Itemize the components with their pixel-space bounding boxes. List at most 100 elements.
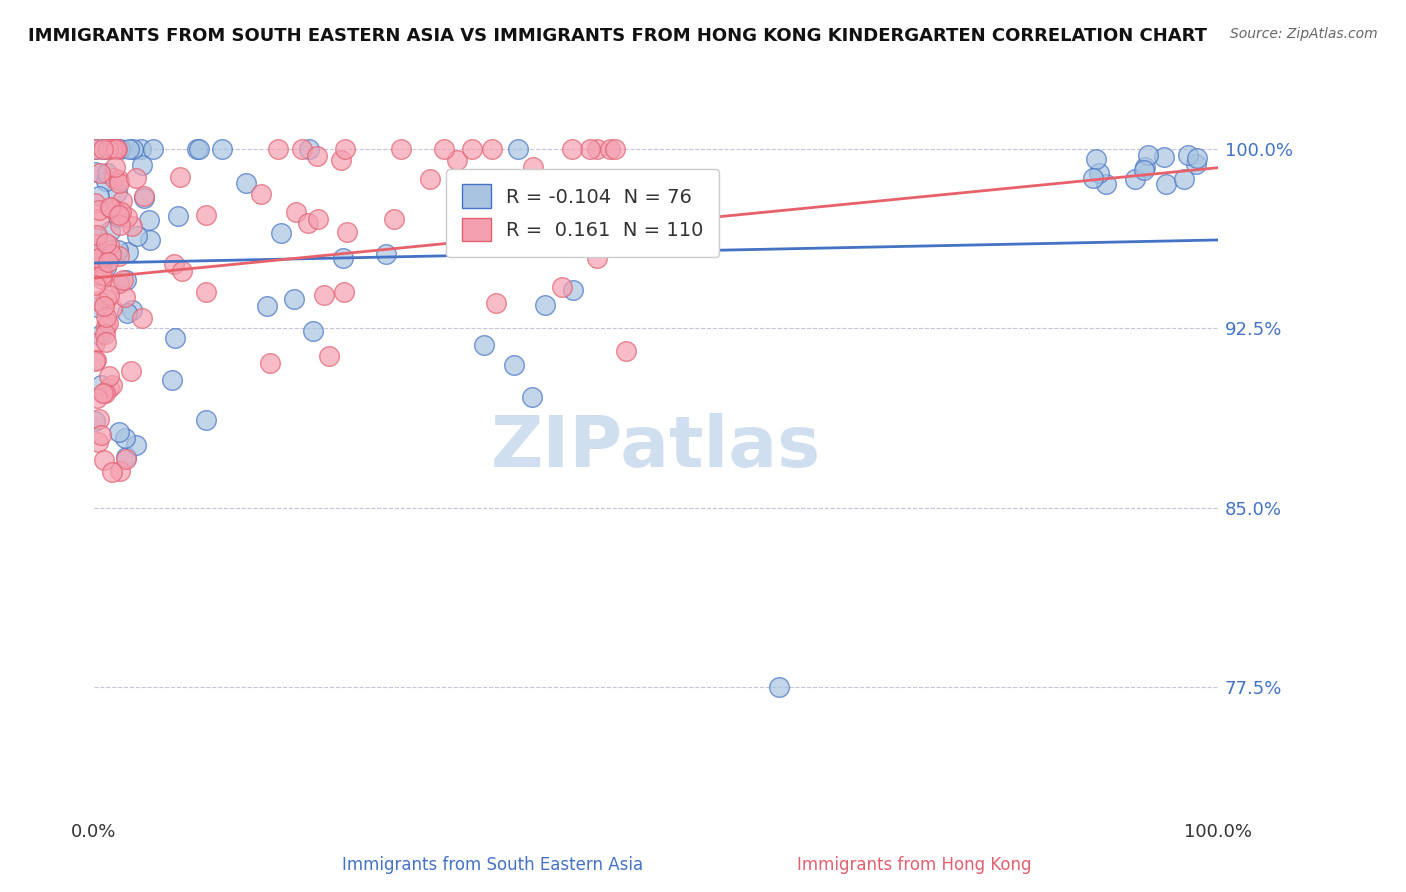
Point xyxy=(97,255,120,269)
Point xyxy=(318,349,340,363)
Point xyxy=(513,215,536,229)
Point xyxy=(84,336,107,351)
Point xyxy=(101,465,124,479)
Point xyxy=(108,208,131,222)
Point xyxy=(1095,178,1118,192)
Point xyxy=(107,243,129,257)
Point xyxy=(91,272,114,286)
Point xyxy=(108,176,131,190)
Point xyxy=(1187,152,1209,166)
Point xyxy=(108,172,131,186)
Point xyxy=(87,246,110,260)
Point xyxy=(84,195,107,210)
Point xyxy=(139,234,162,248)
Point xyxy=(1083,170,1105,185)
Point xyxy=(107,210,129,224)
Point xyxy=(382,212,405,227)
Point xyxy=(1084,153,1107,167)
Point xyxy=(1177,147,1199,161)
Text: Immigrants from South Eastern Asia: Immigrants from South Eastern Asia xyxy=(342,856,643,874)
Point xyxy=(614,343,637,358)
Point xyxy=(336,225,359,239)
Text: Immigrants from Hong Kong: Immigrants from Hong Kong xyxy=(797,856,1031,874)
Point xyxy=(94,326,117,341)
Point xyxy=(302,324,325,338)
Point xyxy=(586,251,609,265)
Point xyxy=(100,247,122,261)
Point xyxy=(481,142,503,156)
Point xyxy=(96,166,118,180)
Point xyxy=(104,160,127,174)
Point xyxy=(89,293,111,308)
Point xyxy=(194,208,217,222)
Point xyxy=(94,386,117,401)
Point xyxy=(120,363,142,377)
Point xyxy=(586,142,609,156)
Point xyxy=(129,142,152,156)
Point xyxy=(94,334,117,349)
Point xyxy=(160,373,183,387)
Point xyxy=(332,251,354,265)
Point xyxy=(284,205,307,219)
Legend: R = -0.104  N = 76, R =  0.161  N = 110: R = -0.104 N = 76, R = 0.161 N = 110 xyxy=(446,169,720,257)
Point xyxy=(582,214,605,228)
Point xyxy=(522,160,544,174)
Point xyxy=(91,142,114,156)
Point xyxy=(103,171,125,186)
Point xyxy=(100,201,122,215)
Point xyxy=(115,451,138,466)
Point xyxy=(98,368,121,383)
Point xyxy=(314,288,336,302)
Point xyxy=(91,142,114,156)
Point xyxy=(91,261,114,276)
Point xyxy=(270,226,292,240)
Point xyxy=(446,153,468,167)
Point xyxy=(105,185,128,199)
Point xyxy=(503,174,526,188)
Point xyxy=(533,298,555,312)
Point xyxy=(142,142,165,156)
Point xyxy=(118,142,141,156)
Point xyxy=(169,169,191,184)
Point xyxy=(472,337,495,351)
Point xyxy=(89,327,111,342)
Point xyxy=(84,353,107,368)
Point xyxy=(96,318,118,333)
Point xyxy=(84,164,107,178)
Point xyxy=(550,280,572,294)
Point xyxy=(107,249,129,263)
Point xyxy=(98,287,121,301)
Point xyxy=(194,285,217,299)
Point xyxy=(375,247,398,261)
Point xyxy=(87,188,110,202)
Point xyxy=(433,142,456,156)
Point xyxy=(114,431,136,445)
Point xyxy=(91,268,114,283)
Point xyxy=(115,210,138,224)
Point xyxy=(100,142,122,156)
Point xyxy=(97,142,120,156)
Point xyxy=(1087,166,1109,180)
Point xyxy=(335,142,357,156)
Point xyxy=(599,142,621,156)
Point xyxy=(86,230,108,244)
Point xyxy=(579,142,602,156)
Point xyxy=(87,251,110,265)
Point xyxy=(112,273,135,287)
Point xyxy=(98,224,121,238)
Point xyxy=(108,219,131,233)
Point xyxy=(98,200,121,214)
Point xyxy=(461,142,484,156)
Point xyxy=(1133,160,1156,174)
Point xyxy=(94,293,117,307)
Point xyxy=(87,411,110,425)
Point xyxy=(138,213,160,227)
Point xyxy=(84,352,107,367)
Point xyxy=(86,301,108,315)
Point xyxy=(1133,163,1156,178)
Point xyxy=(104,202,127,217)
Point xyxy=(89,260,111,274)
Point xyxy=(250,187,273,202)
Point xyxy=(558,190,581,204)
Point xyxy=(110,204,132,219)
